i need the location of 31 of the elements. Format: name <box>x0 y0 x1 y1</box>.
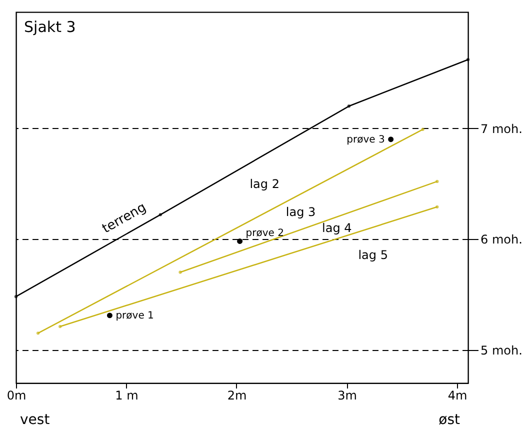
point <box>14 295 18 298</box>
annotation: lag 2 <box>250 176 280 191</box>
point <box>237 238 243 244</box>
x-tick-label: 2m <box>227 388 247 402</box>
point <box>158 213 162 216</box>
series-label: prøve 2 <box>246 228 284 240</box>
text: øst <box>438 412 460 425</box>
point <box>436 180 439 184</box>
y-tick-label: 7 moh. <box>480 122 522 136</box>
x-tick-label: 1 m <box>115 388 138 402</box>
annotation: lag 3 <box>286 204 316 219</box>
text: Sjakt 3 <box>24 18 76 36</box>
y-tick-label: 5 moh. <box>480 343 522 358</box>
point <box>178 270 182 274</box>
point <box>58 324 62 328</box>
annotation: lag 4 <box>322 220 352 235</box>
point <box>347 104 351 108</box>
series-label: prøve 3 <box>346 134 385 146</box>
annotation: lag 5 <box>358 248 388 262</box>
point <box>106 312 112 318</box>
x-tick-label: 4m <box>448 388 468 402</box>
point <box>436 205 439 208</box>
series-label: prøve 1 <box>116 310 154 322</box>
point <box>466 58 470 62</box>
x-tick-label: 0m <box>6 388 26 402</box>
point <box>36 332 40 335</box>
point <box>388 136 394 142</box>
y-tick-label: 6 moh. <box>480 232 522 247</box>
text: vest <box>20 412 50 425</box>
x-tick-label: 3m <box>338 388 357 402</box>
point <box>421 128 424 131</box>
